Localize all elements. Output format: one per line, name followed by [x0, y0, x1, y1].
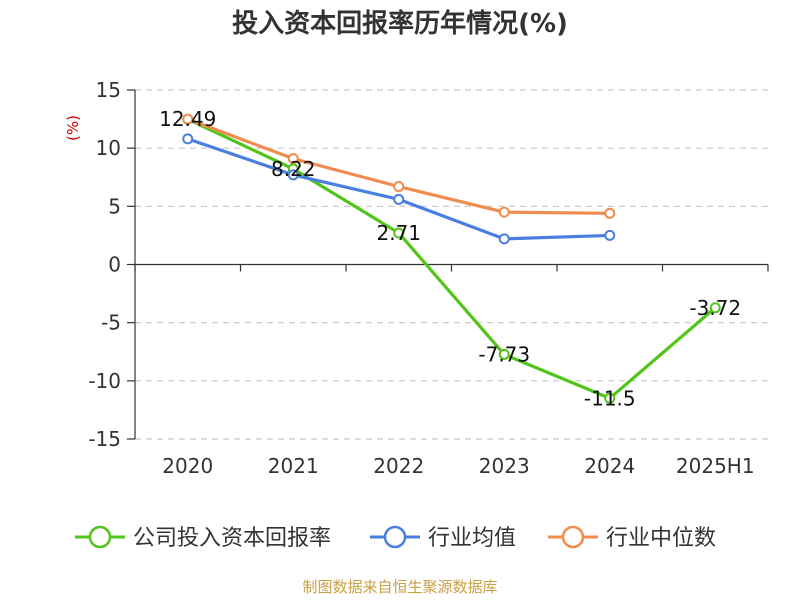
data-point	[709, 302, 721, 314]
legend-label: 行业中位数	[606, 526, 716, 551]
legend-marker	[383, 525, 407, 549]
series-line	[187, 117, 717, 400]
x-tick-label: 2023	[479, 454, 530, 478]
legend: 公司投入资本回报率 行业均值 行业中位数	[75, 525, 716, 551]
axes: 15 10 5 0 -5 -10 -15 (%) 2020 2021 2022 2023 2024 202…	[64, 78, 769, 478]
data-point	[287, 169, 299, 181]
data-label: -3.72	[689, 296, 741, 320]
y-tick-label: -5	[101, 311, 121, 335]
data-point	[393, 181, 405, 193]
y-tick-label: 0	[108, 253, 121, 277]
y-tick-label: 15	[96, 78, 121, 102]
data-source-note: 制图数据来自恒生聚源数据库	[302, 578, 498, 596]
y-tick-label: 5	[108, 194, 121, 218]
x-tick-label: 2025H1	[676, 454, 755, 478]
chart-title: 投入资本回报率历年情况(%)	[232, 9, 568, 39]
data-label: -11.5	[584, 386, 636, 410]
data-point	[498, 233, 510, 245]
data-point	[393, 227, 405, 239]
data-point	[393, 193, 405, 205]
data-point	[498, 206, 510, 218]
data-labels: 12.49 8.22 2.71 -7.73 -11.5 -3.72	[159, 107, 741, 410]
series-lines	[182, 113, 721, 404]
data-point	[182, 113, 194, 125]
y-tick-label: -10	[88, 369, 121, 393]
data-point	[182, 133, 194, 145]
y-axis-unit-label: (%)	[64, 115, 82, 141]
x-tick-label: 2020	[162, 454, 213, 478]
x-tick-label: 2021	[268, 454, 319, 478]
data-point	[498, 348, 510, 360]
legend-label: 公司投入资本回报率	[133, 526, 331, 551]
data-point	[604, 207, 616, 219]
legend-marker	[561, 525, 585, 549]
data-label: 2.71	[376, 221, 421, 245]
legend-label: 行业均值	[428, 526, 516, 551]
data-label: 8.22	[271, 157, 316, 181]
data-point	[604, 392, 616, 404]
x-tick-label: 2022	[373, 454, 424, 478]
data-point	[604, 229, 616, 241]
data-label: -7.73	[478, 342, 530, 366]
data-point	[287, 153, 299, 165]
data-label: 12.49	[159, 107, 216, 131]
y-tick-label: -15	[88, 427, 121, 451]
y-tick-label: 10	[96, 136, 121, 160]
legend-marker	[88, 525, 112, 549]
x-tick-label: 2024	[584, 454, 635, 478]
